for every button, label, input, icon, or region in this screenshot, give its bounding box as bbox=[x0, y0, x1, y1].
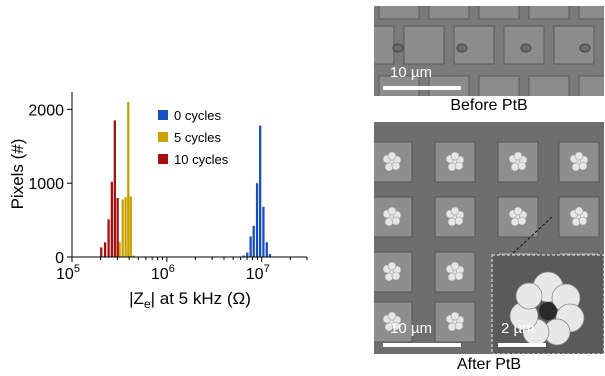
bars-group bbox=[100, 102, 272, 257]
legend: 0 cycles 5 cycles 10 cycles bbox=[158, 108, 229, 167]
x-tick-label: 107 bbox=[246, 263, 270, 283]
y-tick-label: 2000 bbox=[28, 102, 64, 119]
bar-1-5 bbox=[132, 255, 135, 257]
y-tick-label: 0 bbox=[55, 250, 64, 267]
bar-2-1 bbox=[103, 242, 107, 257]
legend-label: 5 cycles bbox=[174, 130, 221, 145]
scalebar-label: 10 µm bbox=[390, 320, 432, 337]
x-tick-label: 106 bbox=[151, 263, 175, 283]
bar-0-1 bbox=[246, 252, 249, 257]
legend-label: 0 cycles bbox=[174, 108, 221, 123]
y-ticks: 0 1000 2000 bbox=[28, 102, 72, 267]
bar-0-3 bbox=[252, 226, 255, 257]
bar-0-6 bbox=[262, 206, 265, 257]
bar-2-4 bbox=[113, 120, 116, 257]
impedance-histogram: 0 1000 2000 105 106 107 Pixels (#) |Ze| at 5… bbox=[8, 92, 308, 311]
inset-scalebar-label: 2 µm bbox=[501, 320, 535, 337]
sem-image-before: 10 µm bbox=[374, 6, 604, 96]
sem-image-after: 10 µm 2 µm bbox=[374, 122, 604, 354]
bar-0-7 bbox=[265, 242, 268, 257]
bar-1-2 bbox=[124, 197, 127, 257]
y-tick-label: 1000 bbox=[28, 176, 64, 193]
bar-0-8 bbox=[268, 254, 272, 257]
bar-0-5 bbox=[259, 125, 262, 257]
bar-1-0 bbox=[118, 242, 121, 257]
caption-before: Before PtB bbox=[450, 97, 528, 114]
bar-2-2 bbox=[107, 219, 110, 257]
x-tick-label: 105 bbox=[56, 263, 80, 283]
inset-scalebar bbox=[498, 343, 546, 347]
inset-cluster bbox=[509, 271, 585, 346]
y-axis-label: Pixels (#) bbox=[8, 139, 27, 210]
bar-0-4 bbox=[255, 183, 259, 257]
bar-0-2 bbox=[249, 236, 252, 257]
x-ticks: 105 106 107 bbox=[56, 257, 308, 283]
caption-after: After PtB bbox=[456, 356, 522, 373]
bar-1-4 bbox=[129, 196, 132, 257]
x-axis-label: |Ze| at 5 kHz (Ω) bbox=[129, 289, 251, 311]
bar-1-3 bbox=[127, 102, 130, 257]
scalebar bbox=[383, 343, 461, 347]
legend-swatch bbox=[158, 132, 168, 142]
legend-swatch bbox=[158, 110, 168, 120]
bar-2-0 bbox=[100, 247, 103, 257]
bar-0-0 bbox=[242, 255, 245, 257]
legend-label: 10 cycles bbox=[174, 152, 229, 167]
electrode-array-image bbox=[374, 6, 604, 96]
bar-2-3 bbox=[110, 181, 113, 257]
scalebar-label: 10 µm bbox=[390, 64, 432, 81]
bar-1-1 bbox=[121, 199, 124, 257]
scalebar bbox=[383, 86, 461, 90]
deposited-electrode-image bbox=[374, 122, 604, 354]
bar-2-5 bbox=[116, 197, 119, 257]
legend-swatch bbox=[158, 154, 168, 164]
